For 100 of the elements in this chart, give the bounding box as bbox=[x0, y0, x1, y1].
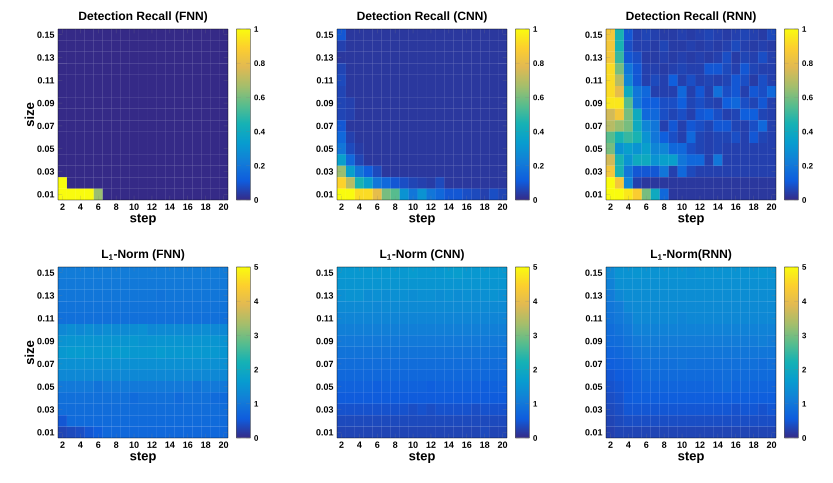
x-tick-label: 10 bbox=[678, 442, 687, 448]
x-tick-label: 4 bbox=[78, 204, 83, 210]
x-tick-label: 8 bbox=[392, 442, 398, 448]
color-bar-label: 1 bbox=[533, 401, 538, 407]
y-tick-label: 0.13 bbox=[37, 54, 54, 61]
x-tick-label: 8 bbox=[114, 204, 118, 210]
y-tick-label: 0.07 bbox=[37, 360, 54, 368]
x-tick-label: 18 bbox=[201, 204, 210, 210]
y-tick-label: 0.13 bbox=[316, 292, 334, 299]
x-tick-label: 2 bbox=[608, 442, 613, 448]
chart-title: Detection Recall (CNN) bbox=[357, 11, 487, 22]
y-tick-label: 0.05 bbox=[316, 146, 334, 152]
color-bar-label: 1 bbox=[254, 401, 258, 407]
y-tick-label: 0.01 bbox=[37, 191, 54, 198]
x-tick-label: 6 bbox=[375, 204, 380, 210]
y-tick-label: 0.13 bbox=[316, 54, 334, 61]
color-bar-label: 1 bbox=[533, 26, 538, 32]
x-tick-label: 16 bbox=[462, 442, 472, 448]
x-tick-label: 14 bbox=[165, 204, 175, 210]
color-bar-label: 0 bbox=[533, 197, 538, 203]
color-bar-label: 5 bbox=[254, 264, 258, 270]
x-tick-label: 10 bbox=[678, 204, 687, 210]
color-bar-label: 0 bbox=[533, 435, 538, 441]
x-tick-label: 16 bbox=[731, 442, 740, 448]
y-tick-label: 0.07 bbox=[585, 360, 602, 368]
color-bar-label: 0 bbox=[254, 197, 258, 203]
x-tick-label: 18 bbox=[749, 204, 758, 210]
x-tick-label: 12 bbox=[696, 204, 705, 210]
y-tick-label: 0.15 bbox=[316, 270, 334, 276]
y-tick-label: 0.09 bbox=[585, 100, 602, 106]
y-tick-label: 0.01 bbox=[316, 191, 334, 198]
x-tick-label: 20 bbox=[218, 442, 228, 448]
x-tick-label: 2 bbox=[60, 442, 65, 448]
x-tick-label: 14 bbox=[713, 442, 723, 448]
y-tick-label: 0.07 bbox=[316, 360, 334, 368]
x-tick-label: 18 bbox=[749, 442, 758, 448]
y-tick-label: 0.05 bbox=[585, 384, 602, 390]
color-bar-label: 0.6 bbox=[802, 94, 813, 100]
y-axis-title: size bbox=[24, 102, 34, 126]
y-tick-label: 0.01 bbox=[585, 191, 602, 198]
y-tick-label: 0.03 bbox=[37, 168, 54, 175]
y-tick-label: 0.15 bbox=[37, 270, 54, 276]
x-tick-label: 16 bbox=[183, 442, 192, 448]
color-bar-label: 5 bbox=[802, 264, 806, 270]
y-tick-label: 0.11 bbox=[38, 315, 54, 322]
x-tick-label: 6 bbox=[96, 204, 100, 210]
x-tick-label: 6 bbox=[96, 442, 100, 448]
x-axis-title: step bbox=[130, 452, 156, 463]
x-tick-label: 6 bbox=[644, 442, 648, 448]
y-tick-label: 0.13 bbox=[585, 54, 602, 61]
y-tick-label: 0.05 bbox=[316, 384, 334, 390]
y-tick-label: 0.07 bbox=[37, 122, 54, 130]
color-bar-label: 4 bbox=[254, 298, 258, 304]
color-bar-label: 0.4 bbox=[254, 128, 266, 134]
y-tick-label: 0.15 bbox=[37, 32, 54, 38]
y-tick-label: 0.09 bbox=[37, 100, 54, 106]
x-tick-label: 8 bbox=[662, 204, 666, 210]
y-tick-label: 0.15 bbox=[585, 270, 602, 276]
x-axis-title: step bbox=[409, 452, 435, 463]
y-tick-label: 0.11 bbox=[316, 315, 334, 322]
y-tick-label: 0.15 bbox=[585, 32, 602, 38]
x-axis-title: step bbox=[678, 452, 704, 463]
x-axis-title: step bbox=[678, 214, 704, 225]
color-bar-label: 0.2 bbox=[533, 162, 544, 169]
x-tick-label: 4 bbox=[357, 442, 362, 448]
chart-title: L$_{1}$-Norm(RNN) bbox=[651, 249, 732, 260]
y-tick-label: 0.11 bbox=[316, 77, 334, 84]
y-tick-label: 0.11 bbox=[586, 315, 602, 322]
color-bar-label: 0.8 bbox=[533, 60, 544, 66]
y-tick-label: 0.05 bbox=[37, 384, 54, 390]
y-tick-label: 0.13 bbox=[37, 292, 54, 299]
color-bar-label: 2 bbox=[533, 366, 538, 372]
x-tick-label: 4 bbox=[626, 442, 631, 448]
y-tick-label: 0.11 bbox=[38, 77, 54, 84]
color-bar-label: 4 bbox=[802, 298, 806, 304]
y-tick-label: 0.03 bbox=[316, 168, 334, 175]
color-bar-label: 0.6 bbox=[533, 94, 544, 100]
color-bar-label: 0 bbox=[254, 435, 258, 441]
x-tick-label: 10 bbox=[408, 204, 418, 210]
x-tick-label: 2 bbox=[339, 204, 344, 210]
x-tick-label: 20 bbox=[766, 442, 776, 448]
x-tick-label: 12 bbox=[426, 442, 436, 448]
y-tick-label: 0.13 bbox=[585, 292, 602, 299]
x-tick-label: 20 bbox=[218, 204, 228, 210]
x-tick-label: 4 bbox=[78, 442, 83, 448]
color-bar-label: 1 bbox=[254, 26, 258, 32]
x-tick-label: 6 bbox=[644, 204, 648, 210]
y-tick-label: 0.09 bbox=[316, 338, 334, 344]
y-tick-label: 0.05 bbox=[585, 146, 602, 152]
y-tick-label: 0.01 bbox=[316, 429, 334, 436]
color-bar-label: 4 bbox=[533, 298, 538, 304]
color-bar-label: 0.2 bbox=[802, 162, 813, 169]
x-tick-label: 16 bbox=[462, 204, 472, 210]
chart-title: Detection Recall (RNN) bbox=[626, 11, 756, 22]
y-tick-label: 0.11 bbox=[586, 77, 602, 84]
x-tick-label: 12 bbox=[148, 204, 157, 210]
x-tick-label: 2 bbox=[608, 204, 613, 210]
x-tick-label: 18 bbox=[480, 204, 490, 210]
y-tick-label: 0.09 bbox=[585, 338, 602, 344]
color-bar-label: 2 bbox=[254, 366, 258, 372]
